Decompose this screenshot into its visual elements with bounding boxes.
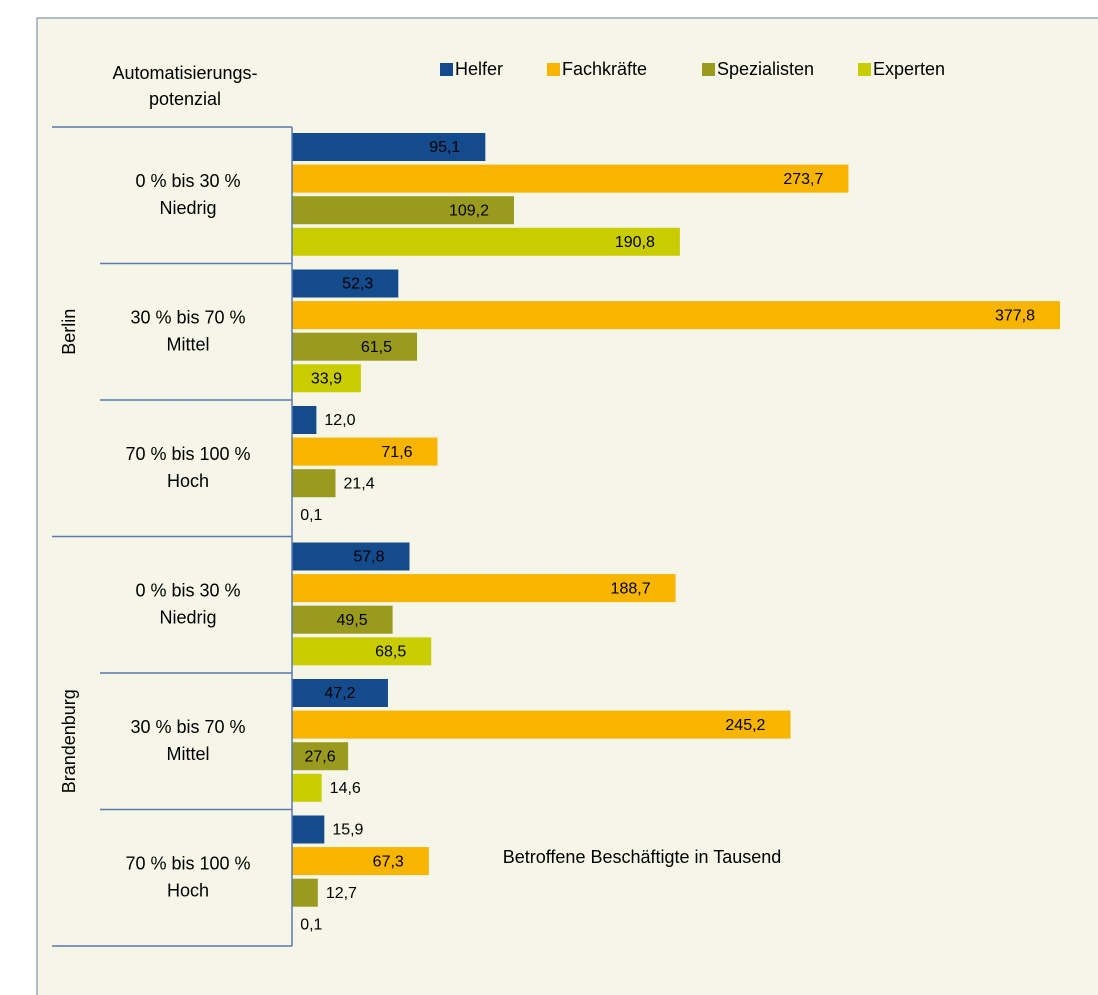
- category-label: 0 % bis 30 %: [135, 171, 240, 191]
- value-label: 14,6: [330, 780, 361, 797]
- legend-swatch: [547, 63, 560, 76]
- bar: [292, 332, 418, 361]
- bar: [292, 437, 438, 466]
- legend-swatch: [440, 63, 453, 76]
- header-line: Automatisierungs-: [112, 63, 257, 83]
- value-label: 12,0: [324, 412, 355, 429]
- legend-label: Spezialisten: [717, 59, 814, 79]
- category-label: Hoch: [167, 881, 209, 901]
- bar: [292, 469, 336, 498]
- bar: [292, 301, 1061, 330]
- value-label: 47,2: [324, 685, 355, 702]
- bar: [292, 878, 318, 907]
- bar: [292, 773, 322, 802]
- category-label: 0 % bis 30 %: [135, 581, 240, 601]
- value-label: 188,7: [611, 580, 651, 597]
- bar: [292, 574, 676, 603]
- legend-swatch: [858, 63, 871, 76]
- category-label: 70 % bis 100 %: [125, 854, 250, 874]
- value-label: 12,7: [326, 885, 357, 902]
- legend-label: Experten: [873, 59, 945, 79]
- value-label: 71,6: [381, 444, 412, 461]
- category-label: Mittel: [166, 744, 209, 764]
- value-label: 245,2: [725, 717, 765, 734]
- value-label: 273,7: [783, 171, 823, 188]
- legend-label: Fachkräfte: [562, 59, 647, 79]
- value-label: 57,8: [353, 549, 384, 566]
- value-label: 61,5: [361, 339, 392, 356]
- value-label: 49,5: [336, 612, 367, 629]
- bar: [292, 227, 680, 256]
- bar: [292, 815, 325, 844]
- legend-label: Helfer: [455, 59, 503, 79]
- bar: [292, 133, 486, 161]
- value-label: 33,9: [311, 371, 342, 388]
- group-label: Berlin: [59, 309, 79, 355]
- value-label: 190,8: [615, 234, 655, 251]
- bar: [292, 847, 429, 876]
- category-label: Mittel: [166, 335, 209, 355]
- category-label: Niedrig: [159, 198, 216, 218]
- category-label: 70 % bis 100 %: [125, 444, 250, 464]
- value-label: 95,1: [429, 139, 460, 156]
- category-label: 30 % bis 70 %: [130, 717, 245, 737]
- bar: [292, 637, 432, 666]
- bar: [292, 742, 349, 771]
- value-label: 15,9: [332, 822, 363, 839]
- bar: [292, 542, 410, 571]
- bar: [292, 269, 399, 298]
- value-label: 68,5: [375, 644, 406, 661]
- bar: [292, 406, 317, 434]
- bar: [292, 679, 388, 707]
- category-label: 30 % bis 70 %: [130, 308, 245, 328]
- bar: [292, 364, 361, 393]
- x-axis-label: Betroffene Beschäftigte in Tausend: [503, 847, 782, 867]
- category-label: Niedrig: [159, 608, 216, 628]
- bar: [292, 605, 393, 634]
- legend-swatch: [702, 63, 715, 76]
- value-label: 0,1: [300, 917, 322, 934]
- value-label: 27,6: [304, 748, 335, 765]
- bar: [292, 710, 791, 739]
- group-label: Brandenburg: [59, 689, 79, 793]
- bar: [292, 164, 849, 193]
- value-label: 52,3: [342, 276, 373, 293]
- value-label: 109,2: [449, 202, 489, 219]
- bar: [292, 196, 514, 225]
- value-label: 377,8: [995, 307, 1035, 324]
- value-label: 21,4: [344, 475, 375, 492]
- value-label: 67,3: [373, 853, 404, 870]
- value-label: 0,1: [300, 507, 322, 524]
- header-line: potenzial: [149, 89, 221, 109]
- category-label: Hoch: [167, 471, 209, 491]
